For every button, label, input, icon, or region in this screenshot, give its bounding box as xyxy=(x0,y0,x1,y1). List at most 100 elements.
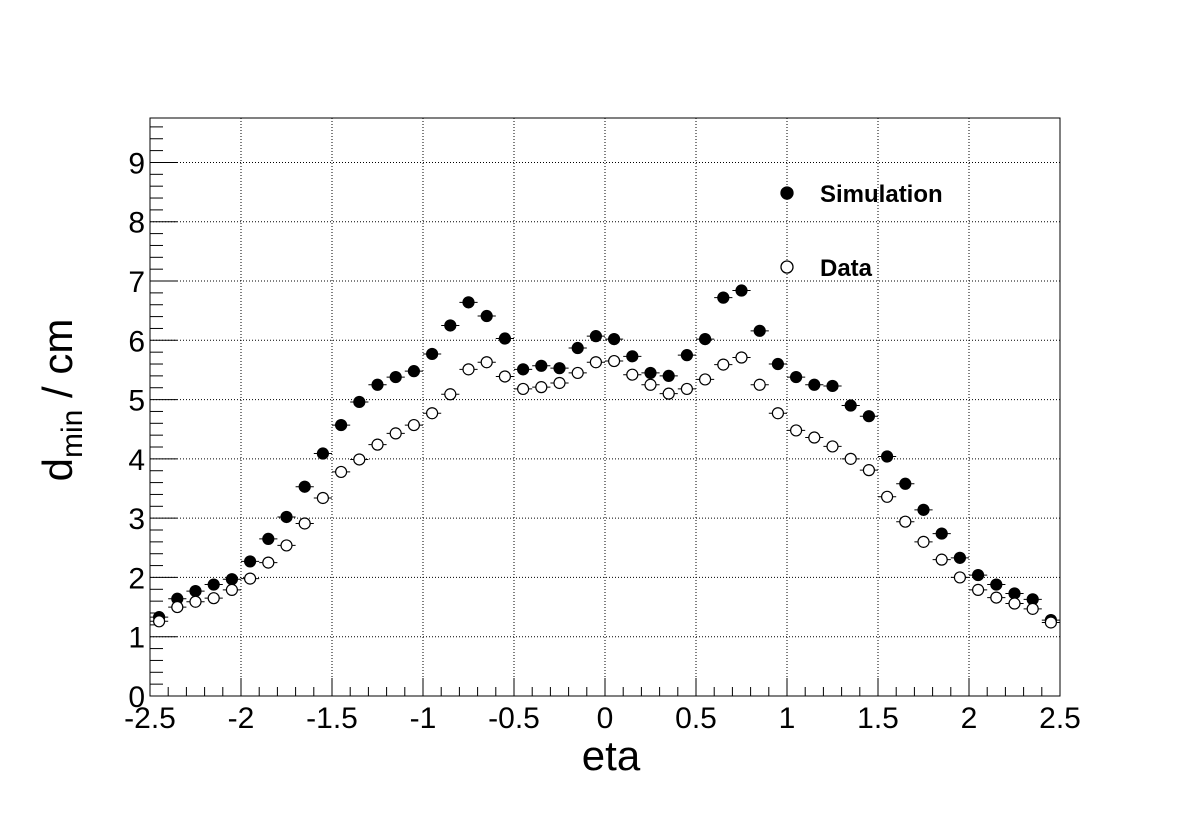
data-point xyxy=(844,452,857,465)
data-point xyxy=(717,358,730,371)
x-tick-label: -2 xyxy=(228,702,255,735)
data-point xyxy=(244,572,257,585)
x-tick-label: 2.5 xyxy=(1039,702,1081,735)
simulation-point xyxy=(935,527,948,540)
data-point xyxy=(571,366,584,380)
y-axis-title-subscript: min xyxy=(56,410,89,458)
simulation-point xyxy=(553,362,566,375)
data-point xyxy=(171,600,184,614)
x-tick-label: 0 xyxy=(597,702,614,735)
x-tick-label: 1 xyxy=(779,702,796,735)
x-tick-label: 1.5 xyxy=(857,702,899,735)
simulation-point xyxy=(644,366,657,380)
data-point xyxy=(953,571,967,584)
simulation-point xyxy=(516,363,530,376)
data-point xyxy=(880,490,894,503)
data-point xyxy=(535,381,548,394)
y-tick-label: 6 xyxy=(128,325,145,358)
data-point xyxy=(426,407,439,420)
simulation-point xyxy=(953,551,967,564)
simulation-point xyxy=(498,332,511,345)
data-point xyxy=(589,356,603,369)
data-point xyxy=(789,424,803,437)
simulation-point xyxy=(571,341,584,355)
simulation-point xyxy=(753,324,766,337)
data-point xyxy=(407,418,420,432)
simulation-point xyxy=(899,477,912,490)
simulation-point xyxy=(462,296,475,309)
data-point xyxy=(480,356,493,369)
data-point xyxy=(826,440,839,453)
simulation-point xyxy=(535,359,548,372)
simulation-point xyxy=(335,418,348,432)
data-point xyxy=(353,453,366,466)
data-point xyxy=(207,592,220,605)
y-tick-label: 7 xyxy=(128,266,145,299)
data-point xyxy=(189,595,202,608)
simulation-point xyxy=(789,370,803,384)
data-point xyxy=(316,491,329,505)
simulation-point xyxy=(444,319,457,332)
data-point xyxy=(516,382,530,396)
data-point xyxy=(280,539,293,552)
x-tick-label: 0.5 xyxy=(675,702,717,735)
simulation-point xyxy=(880,450,894,463)
data-point xyxy=(498,370,511,383)
data-point xyxy=(262,556,275,569)
data-point xyxy=(662,387,675,400)
series-simulation xyxy=(150,284,1060,627)
data-point xyxy=(644,378,657,391)
simulation-point xyxy=(589,330,603,343)
simulation-point xyxy=(826,379,839,393)
simulation-point xyxy=(262,532,275,546)
simulation-point xyxy=(389,370,402,384)
data-point xyxy=(462,363,475,376)
simulation-point xyxy=(480,309,493,323)
axis-ticks xyxy=(149,126,1061,697)
simulation-point xyxy=(662,369,675,382)
data-point xyxy=(971,583,985,596)
x-tick-label: -2.5 xyxy=(124,702,176,735)
simulation-point xyxy=(735,284,748,297)
legend: Simulation Data xyxy=(780,181,943,282)
simulation-point xyxy=(626,350,639,363)
data-point xyxy=(225,583,238,596)
data-point xyxy=(698,373,712,386)
data-point xyxy=(935,553,948,566)
simulation-point xyxy=(917,503,930,516)
simulation-point xyxy=(371,378,384,391)
y-tick-label: 0 xyxy=(128,681,145,714)
simulation-point xyxy=(771,357,785,371)
simulation-point xyxy=(316,447,329,460)
data-point xyxy=(553,376,566,390)
x-axis-title: eta xyxy=(582,732,641,779)
data-point xyxy=(626,368,639,381)
y-tick-label: 8 xyxy=(128,207,145,240)
data-point xyxy=(990,591,1003,604)
data-point xyxy=(753,378,766,391)
y-axis-title-main: d xyxy=(34,458,81,481)
data-markers xyxy=(150,284,1060,629)
y-tick-label: 4 xyxy=(128,444,145,477)
data-point xyxy=(371,438,384,451)
simulation-point xyxy=(1008,587,1021,600)
legend-marker-simulation xyxy=(780,186,794,200)
simulation-point xyxy=(207,578,220,591)
simulation-point xyxy=(717,291,730,304)
y-tick-label: 9 xyxy=(128,147,145,180)
x-tick-label: -1.5 xyxy=(306,702,358,735)
simulation-point xyxy=(407,365,420,378)
data-point xyxy=(607,354,621,368)
simulation-point xyxy=(971,568,985,582)
simulation-point xyxy=(225,573,238,586)
simulation-point xyxy=(298,480,311,493)
x-tick-labels: -2.5 -2 -1.5 -1 -0.5 0 0.5 1 1.5 2 2.5 xyxy=(124,702,1081,735)
y-axis-title-unit: / cm xyxy=(34,319,81,410)
simulation-point xyxy=(280,510,293,524)
simulation-point xyxy=(244,555,257,568)
legend-label-simulation: Simulation xyxy=(820,181,943,208)
y-tick-label: 3 xyxy=(128,503,145,536)
legend-label-data: Data xyxy=(820,255,873,282)
data-point xyxy=(335,465,348,479)
